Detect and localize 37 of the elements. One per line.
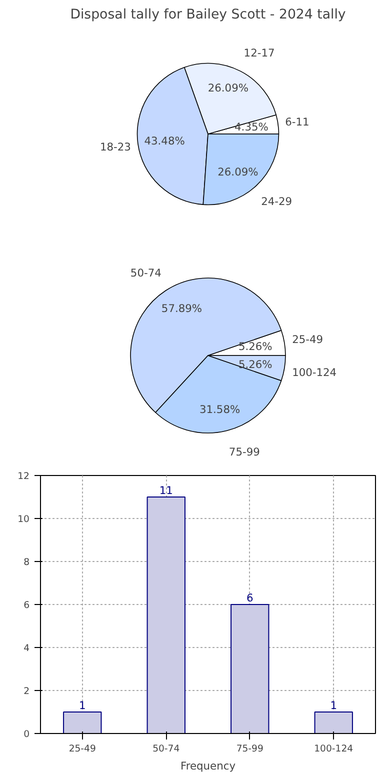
y-tick-label: 0 xyxy=(24,729,30,740)
y-tick-label: 2 xyxy=(24,686,30,697)
slice-label: 12-17 xyxy=(244,46,275,60)
data-label: 5.26% xyxy=(238,358,272,372)
data-label: 26.09% xyxy=(218,165,258,178)
y-tick-label: 8 xyxy=(24,557,30,568)
y-tick-label: 10 xyxy=(18,514,30,525)
data-label: 1 xyxy=(330,699,338,712)
slice-label: 18-23 xyxy=(100,140,131,154)
x-tick-label: 50-74 xyxy=(152,744,180,754)
x-axis-title: Frequency xyxy=(180,760,236,772)
slice-label: 6-11 xyxy=(285,115,310,128)
slice-label: 75-99 xyxy=(228,446,260,459)
bar xyxy=(63,712,102,734)
chart-title: Disposal tally for Bailey Scott - 2024 tally xyxy=(70,8,346,22)
data-label: 4.35% xyxy=(234,120,268,134)
bar xyxy=(314,712,353,734)
x-tick-label: 100-124 xyxy=(314,744,354,754)
slice-label: 100-124 xyxy=(292,366,337,379)
data-label: 1 xyxy=(78,699,86,712)
data-label: 11 xyxy=(159,484,173,497)
x-tick-label: 75-99 xyxy=(236,744,264,754)
bar xyxy=(146,496,186,734)
data-label: 43.48% xyxy=(144,134,185,148)
y-tick-label: 6 xyxy=(24,600,30,611)
y-tick-label: 4 xyxy=(24,643,30,654)
data-label: 5.26% xyxy=(238,340,272,353)
data-label: 26.09% xyxy=(208,82,248,95)
slice-label: 50-74 xyxy=(130,266,162,280)
data-label: 6 xyxy=(246,592,254,604)
slice-label: 25-49 xyxy=(292,333,324,346)
data-label: 31.58% xyxy=(199,403,240,416)
y-tick-label: 12 xyxy=(18,471,30,482)
bar xyxy=(230,604,270,734)
data-label: 57.89% xyxy=(161,302,202,316)
x-tick-label: 25-49 xyxy=(68,744,96,754)
slice-label: 24-29 xyxy=(261,195,292,208)
